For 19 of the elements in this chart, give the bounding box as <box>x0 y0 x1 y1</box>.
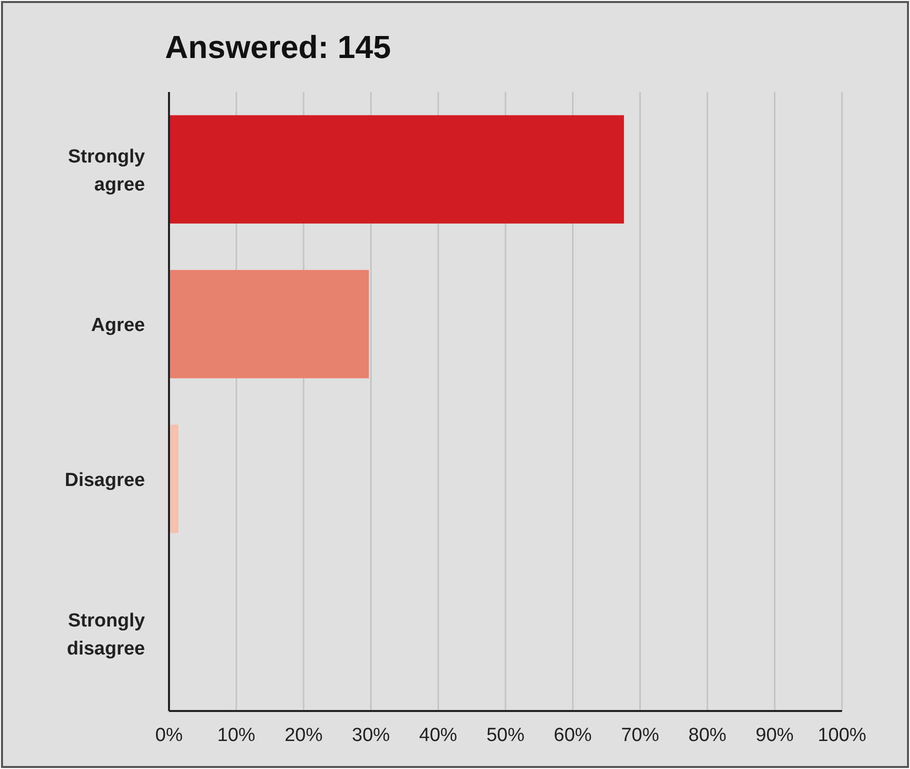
x-tick-label: 20% <box>284 725 323 746</box>
chart-title: Answered: 145 <box>165 29 391 65</box>
x-tick-label: 70% <box>621 725 660 746</box>
x-tick-label: 0% <box>155 725 183 746</box>
x-tick-label: 40% <box>419 725 458 746</box>
x-tick-label: 100% <box>818 725 866 746</box>
x-tick-label: 50% <box>486 725 525 746</box>
bar <box>169 270 369 378</box>
y-tick-label: Strongly disagree <box>66 610 146 660</box>
x-tick-label: 60% <box>554 725 592 746</box>
bar <box>169 424 178 534</box>
x-tick-label: 90% <box>756 725 794 746</box>
y-tick-label: Disagree <box>64 470 145 491</box>
x-tick-label: 10% <box>217 725 256 746</box>
y-tick-label: Strongly agree <box>68 146 146 196</box>
y-tick-label: Agree <box>91 315 145 336</box>
bar <box>169 115 624 224</box>
x-tick-label: 30% <box>352 725 390 746</box>
x-tick-label: 80% <box>688 725 727 746</box>
